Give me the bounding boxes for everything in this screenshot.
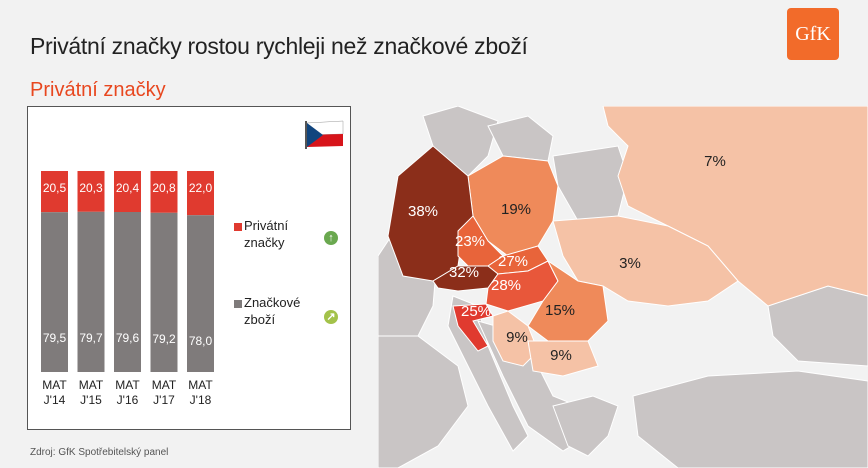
map-label-croatia: 25%: [461, 303, 491, 320]
stacked-bar-chart: 20,579,5MATJ'1420,379,7MATJ'1520,479,6MA…: [41, 171, 214, 407]
map-label-ukraine: 3%: [619, 255, 641, 272]
data-label-private-4: 22,0: [189, 181, 213, 195]
map-land-south-west: [378, 335, 469, 468]
map-label-hungary: 28%: [491, 277, 521, 294]
x-tick-label-2-1: J'16: [117, 393, 139, 407]
map-bulgaria: [527, 340, 599, 377]
map-black-sea: [623, 311, 763, 371]
data-label-private-0: 20,5: [43, 181, 67, 195]
map-label-slovakia: 27%: [498, 253, 528, 270]
x-tick-label-1-1: J'15: [80, 393, 102, 407]
map-label-austria: 32%: [449, 264, 479, 281]
bar-private-1: [77, 171, 105, 212]
data-label-brand-3: 79,2: [152, 332, 176, 346]
bar-brand-0: [41, 212, 68, 372]
data-label-private-1: 20,3: [79, 181, 103, 195]
map-label-czech: 23%: [455, 233, 485, 250]
bar-brand-1: [77, 211, 105, 372]
map-label-serbia: 9%: [506, 329, 528, 346]
bar-private-3: [150, 171, 178, 213]
data-label-brand-1: 79,7: [79, 331, 103, 345]
bar-brand-2: [114, 212, 141, 372]
data-label-private-2: 20,4: [116, 181, 140, 195]
map-label-poland: 19%: [501, 201, 531, 218]
europe-map: 38% 19% 7% 23% 27% 32% 28% 3% 25% 15% 9%…: [378, 106, 868, 468]
map-label-germany: 38%: [408, 203, 438, 220]
x-tick-label-3-1: J'17: [153, 393, 175, 407]
legend-label-brand: Značkové zboží: [244, 295, 301, 327]
data-label-brand-2: 79,6: [116, 331, 140, 345]
map-land-belarus: [552, 145, 629, 222]
gfk-logo: GfK: [787, 8, 839, 60]
czech-flag-icon: [305, 120, 344, 149]
map-label-romania: 15%: [545, 302, 575, 319]
map-ukraine: [552, 215, 739, 307]
x-tick-label-4-0: MAT: [188, 378, 213, 392]
legend-swatch-private: [234, 223, 242, 231]
map-land-greece: [552, 395, 619, 457]
x-tick-label-0-1: J'14: [44, 393, 66, 407]
data-label-private-3: 20,8: [152, 181, 176, 195]
x-tick-label-2-0: MAT: [115, 378, 140, 392]
legend-label-private: Privátní značky: [244, 218, 289, 250]
map-label-bulgaria: 9%: [550, 347, 572, 364]
data-label-brand-0: 79,5: [43, 331, 67, 345]
up-arrow-icon: ↑: [324, 231, 338, 245]
map-label-russia: 7%: [704, 153, 726, 170]
map-land-baltic: [487, 115, 554, 162]
chart-panel: 20,5 79,5 MAT J'14 20,3 79,7 MAT J'15 20,4 79,6 MA…: [27, 106, 351, 430]
x-tick-label-4-1: J'18: [190, 393, 212, 407]
section-subtitle: Privátní značky: [30, 79, 166, 101]
up-right-arrow-icon: ↗: [324, 310, 338, 324]
bar-brand-3: [150, 212, 178, 372]
x-tick-label-1-0: MAT: [79, 378, 104, 392]
x-tick-label-0-0: MAT: [42, 378, 67, 392]
map-land-turkey: [632, 370, 868, 468]
legend-swatch-brand: [234, 300, 242, 308]
data-label-brand-4: 78,0: [189, 334, 213, 348]
bar-private-4: [187, 171, 214, 216]
x-tick-label-3-0: MAT: [152, 378, 177, 392]
page-title: Privátní značky rostou rychleji než znač…: [30, 33, 528, 59]
bar-brand-4: [187, 215, 214, 372]
source-note: Zdroj: GfK Spotřebitelský panel: [30, 447, 169, 458]
bar-private-2: [114, 171, 141, 213]
map-croatia: [452, 303, 494, 352]
bar-private-0: [41, 171, 68, 213]
